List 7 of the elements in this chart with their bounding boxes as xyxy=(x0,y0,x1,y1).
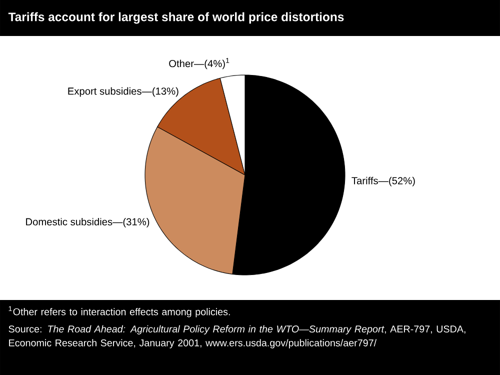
slice-label: Export subsidies—(13%) xyxy=(68,87,178,97)
slice-label: Tariffs—(52%) xyxy=(352,176,415,186)
slice-label: Other—(4%)$^{1}$ xyxy=(169,58,230,70)
slice-label: Domestic subsidies—(31%) xyxy=(26,218,150,228)
source-note: Source: The Road Ahead: Agricultural Policy Reform in the WTO—Summary Report, AER-797, USDA, Economic Research Service, January 2001, www.ers.usda.gov/publications/aer797/ xyxy=(8,325,466,348)
chart-title: Tariffs account for largest share of world price distortions xyxy=(8,12,344,24)
text: $^{1}$Other refers to interaction effects among policies. xyxy=(8,306,230,318)
